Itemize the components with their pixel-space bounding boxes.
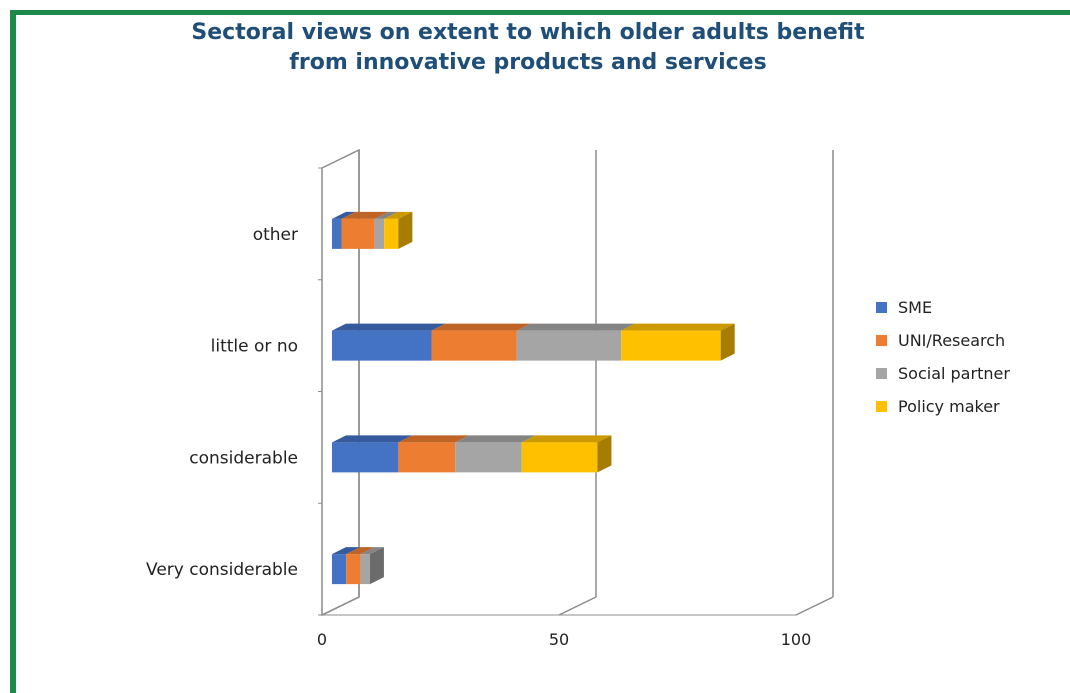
bar-top-little or no-Social partner [516,323,636,331]
floor-line-100 [795,596,834,616]
bar-top-other-Policy maker [384,211,413,219]
bar-little or no-Social partner [516,330,622,361]
category-label-1: considerable [189,448,298,468]
bar-top-considerable-UNI/Research [398,435,470,443]
bar-top-considerable-Policy maker [521,435,612,443]
bar-top-Very considerable-UNI/Research [346,547,375,555]
bar-top-little or no-Policy maker [621,323,735,331]
legend-swatch-2 [876,368,887,379]
legend-label-0: SME [898,298,932,317]
bar-top-Very considerable-SME [332,547,361,555]
legend-swatch-0 [876,302,887,313]
legend-label-3: Policy maker [898,397,1000,416]
x-tick-label-0: 0 [317,630,327,649]
bar-little or no-SME [332,330,432,361]
bar-other-SME [332,218,342,249]
bar-little or no-UNI/Research [431,330,517,361]
side-wall [321,148,360,617]
bar-other-Social partner [374,218,385,249]
bar-top-considerable-SME [332,435,413,443]
bar-little or no-Policy maker [621,330,721,361]
frame-top-border [10,10,1070,15]
bar-other-UNI/Research [341,218,375,249]
bar-considerable-Policy maker [521,442,598,473]
bar-top-other-UNI/Research [341,211,389,219]
bar-considerable-SME [332,442,399,473]
floor-line-50 [558,596,597,616]
x-tick-label-100: 100 [781,630,812,649]
bar-other-Policy maker [384,218,399,249]
frame-left-border [10,10,16,693]
bar-Very considerable-UNI/Research [346,554,361,585]
bar-considerable-Social partner [455,442,522,473]
bar-end-considerable [597,435,612,473]
legend-label-2: Social partner [898,364,1010,383]
legend-label-1: UNI/Research [898,331,1005,350]
bar-considerable-UNI/Research [398,442,456,473]
category-label-0: Very considerable [146,560,298,580]
x-tick-label-50: 50 [549,630,569,649]
bar-top-other-SME [332,211,356,219]
bar-Very considerable-SME [332,554,347,585]
category-label-3: other [253,225,298,245]
bar-end-other [398,211,413,249]
chart-title-line-1: Sectoral views on extent to which older … [191,20,865,45]
chart-title-line-2: from innovative products and services [289,50,767,75]
bar-top-Very considerable-Social partner [360,547,384,555]
category-label-2: little or no [211,337,298,357]
bar-end-little or no [720,323,735,361]
bar-Very considerable-Social partner [360,554,370,585]
legend-swatch-3 [876,401,887,412]
bar-top-other-Social partner [374,211,399,219]
bar-top-considerable-Social partner [455,435,536,443]
bar-top-little or no-UNI/Research [431,323,531,331]
bar-end-Very considerable [369,547,384,585]
bar-top-little or no-SME [332,323,446,331]
legend-swatch-1 [876,335,887,346]
